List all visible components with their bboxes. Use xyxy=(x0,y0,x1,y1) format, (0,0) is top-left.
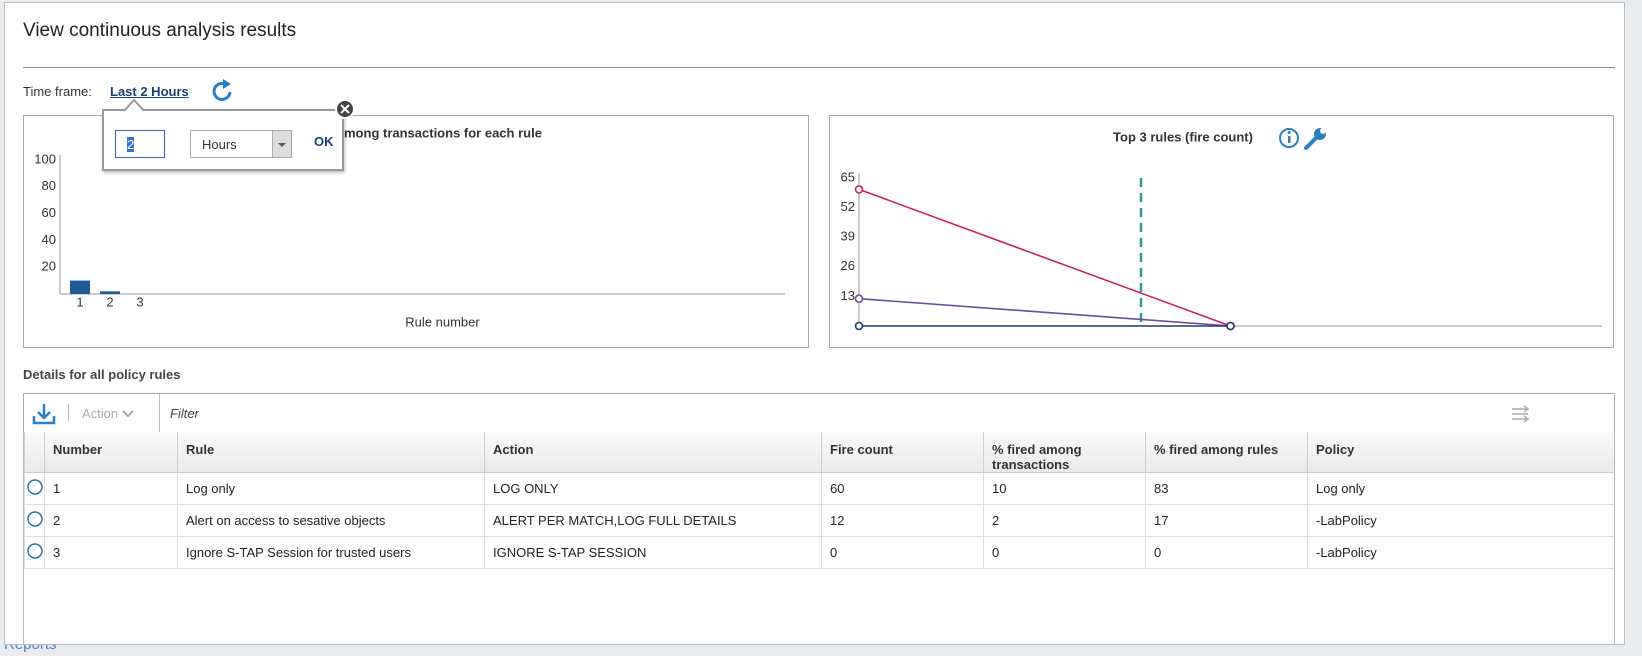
time-frame-link[interactable]: Last 2 Hours xyxy=(110,84,189,99)
toolbar: Action Filter xyxy=(23,393,1615,433)
x-tick-label: 2 xyxy=(106,294,113,309)
row-select[interactable] xyxy=(24,536,45,569)
action-label: Action xyxy=(82,406,119,421)
separator xyxy=(68,404,69,422)
chart-panel xyxy=(829,115,1614,348)
table-cell: Ignore S-TAP Session for trusted users xyxy=(177,536,485,569)
table-cell: 0 xyxy=(983,536,1146,569)
table-cell: 0 xyxy=(1145,536,1308,569)
chart-title: Top 3 rules (fire count) xyxy=(1113,129,1253,144)
amount-value: 2 xyxy=(127,137,135,152)
chart-title: mong transactions for each rule xyxy=(344,125,542,140)
column-header[interactable]: Action xyxy=(484,432,822,473)
table-row: 3 Ignore S-TAP Session for trusted users I… xyxy=(24,536,1614,569)
download-icon[interactable] xyxy=(32,402,56,426)
table-cell: 1 xyxy=(44,472,178,505)
row-select[interactable] xyxy=(24,504,45,537)
y-tick-label: 52 xyxy=(841,199,855,214)
table-cell: 10 xyxy=(983,472,1146,505)
y-tick-label: 39 xyxy=(841,229,855,244)
table-cell: 12 xyxy=(821,504,984,537)
radio[interactable] xyxy=(26,479,43,495)
table-cell: 83 xyxy=(1145,472,1308,505)
y-tick-label: 13 xyxy=(841,288,855,303)
table-cell: LOG ONLY xyxy=(484,472,822,505)
filter-input[interactable]: Filter xyxy=(170,406,199,421)
x-axis-label: Rule number xyxy=(405,314,480,329)
filter-settings-icon[interactable] xyxy=(1510,404,1532,424)
point xyxy=(854,185,864,194)
point xyxy=(854,321,864,331)
table-cell: 0 xyxy=(821,536,984,569)
point xyxy=(854,294,864,303)
ok-button[interactable]: OK xyxy=(314,134,334,149)
table-cell: -LabPolicy xyxy=(1307,536,1614,569)
separator xyxy=(159,394,160,432)
divider xyxy=(23,67,1615,68)
amount-input[interactable]: 2 xyxy=(115,130,165,158)
table: Number Rule Action Fire count% fired among … xyxy=(24,432,1614,569)
y-tick-label: 20 xyxy=(42,259,56,274)
column-header[interactable]: % fired among rules xyxy=(1145,432,1308,473)
time-frame-popup: 2 Hours OK xyxy=(102,109,344,171)
x-tick-label: 3 xyxy=(136,294,143,309)
select-header xyxy=(24,432,45,473)
table-cell: ALERT PER MATCH,LOG FULL DETAILS xyxy=(484,504,822,537)
table-cell: 60 xyxy=(821,472,984,505)
column-header[interactable]: Policy xyxy=(1307,432,1614,473)
x-tick-label: 1 xyxy=(76,294,83,309)
row-select[interactable] xyxy=(24,472,45,505)
action-menu[interactable]: Action xyxy=(82,406,134,421)
column-header[interactable]: % fired among transactions xyxy=(983,432,1146,473)
series-line xyxy=(858,188,1231,327)
info-icon[interactable] xyxy=(1279,128,1299,148)
column-header[interactable]: Fire count xyxy=(821,432,984,473)
series-line xyxy=(858,297,1231,327)
radio[interactable] xyxy=(26,543,43,559)
bar xyxy=(70,280,90,294)
dropdown-arrow xyxy=(272,131,291,157)
bar xyxy=(100,291,120,294)
table-row: 1 Log only LOG ONLY 60 10 83 Log only xyxy=(24,472,1614,505)
y-tick-label: 100 xyxy=(34,151,56,166)
table-cell: Alert on access to sesative objects xyxy=(177,504,485,537)
dialog-title: View continuous analysis results xyxy=(23,20,297,41)
radio[interactable] xyxy=(26,511,43,527)
close-popup[interactable] xyxy=(334,98,356,120)
table-cell: 2 xyxy=(983,504,1146,537)
y-tick-label: 80 xyxy=(42,178,56,193)
y-tick-label: 65 xyxy=(841,169,855,184)
table-cell: Log only xyxy=(1307,472,1614,505)
charts: mong transactions for each rule 20 40 60 80 1… xyxy=(34,125,1602,331)
column-header[interactable]: Number xyxy=(44,432,178,473)
time-frame-label: Time frame: xyxy=(23,84,92,99)
y-tick-label: 60 xyxy=(42,205,56,220)
table-cell: Log only xyxy=(177,472,485,505)
section-title: Details for all policy rules xyxy=(23,367,181,382)
settings-icon[interactable] xyxy=(1304,128,1326,150)
unit-select[interactable]: Hours xyxy=(190,130,292,158)
table-cell: 3 xyxy=(44,536,178,569)
table-cell: 2 xyxy=(44,504,178,537)
table-cell: 17 xyxy=(1145,504,1308,537)
popup-pointer xyxy=(124,99,144,111)
table-cell: -LabPolicy xyxy=(1307,504,1614,537)
point xyxy=(1226,321,1235,331)
refresh-icon[interactable] xyxy=(212,78,236,104)
table-cell: IGNORE S-TAP SESSION xyxy=(484,536,822,569)
unit-value: Hours xyxy=(202,137,237,152)
y-tick-label: 26 xyxy=(841,258,855,273)
rules-table: Number Rule Action Fire count% fired among … xyxy=(23,432,1615,645)
y-tick-label: 40 xyxy=(42,232,56,247)
table-row: 2 Alert on access to sesative objects ALER… xyxy=(24,504,1614,537)
column-header[interactable]: Rule xyxy=(177,432,485,473)
